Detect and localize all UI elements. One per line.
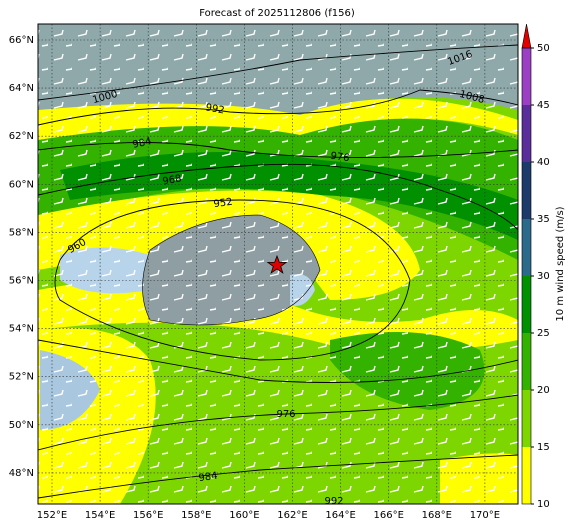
colorbar-label: 10 m wind speed (m/s) xyxy=(555,206,566,321)
colorbar-tick-label: 25 xyxy=(537,328,550,339)
isobar-label: 976 xyxy=(330,151,350,165)
colorbar-segment xyxy=(522,333,531,390)
map-frame xyxy=(37,23,519,505)
lat-label: 62°N xyxy=(9,131,34,142)
colorbar-tick-label: 35 xyxy=(537,214,550,225)
map-title: Forecast of 2025112806 (f156) xyxy=(199,8,355,19)
colorbar-segment xyxy=(522,276,531,333)
lon-label: 154°E xyxy=(85,510,115,521)
colorbar-segment xyxy=(522,105,531,162)
isobar-label: 976 xyxy=(276,409,295,420)
lat-label: 56°N xyxy=(9,276,34,287)
lat-label: 48°N xyxy=(9,468,34,479)
lon-label: 158°E xyxy=(181,510,211,521)
colorbar-extension xyxy=(521,23,532,49)
isobar-label: 984 xyxy=(132,136,153,151)
lat-label: 52°N xyxy=(9,372,34,383)
colorbar-segment xyxy=(522,162,531,219)
lon-label: 166°E xyxy=(373,510,403,521)
lon-label: 156°E xyxy=(133,510,163,521)
lat-label: 66°N xyxy=(9,35,34,46)
colorbar-segment xyxy=(522,219,531,276)
lon-label: 160°E xyxy=(229,510,259,521)
lon-label: 168°E xyxy=(422,510,452,521)
colorbar-segment xyxy=(522,48,531,105)
colorbar-tick-label: 20 xyxy=(537,385,550,396)
lat-label: 64°N xyxy=(9,83,34,94)
colorbar-tick-label: 15 xyxy=(537,442,550,453)
colorbar-tick-label: 10 xyxy=(537,499,550,510)
lat-label: 50°N xyxy=(9,420,34,431)
colorbar-tick-label: 45 xyxy=(537,100,550,111)
lat-label: 60°N xyxy=(9,179,34,190)
lon-label: 170°E xyxy=(470,510,500,521)
colorbar-segment xyxy=(522,447,531,504)
lat-label: 54°N xyxy=(9,324,34,335)
map-area xyxy=(38,24,518,504)
lon-label: 164°E xyxy=(325,510,355,521)
isobar-label: 992 xyxy=(205,102,226,116)
lon-label: 152°E xyxy=(37,510,67,521)
lat-label: 58°N xyxy=(9,227,34,238)
isobar-label: 952 xyxy=(213,197,233,211)
colorbar-segment xyxy=(522,390,531,447)
isobar-label: 984 xyxy=(198,471,218,485)
isobar-label: 992 xyxy=(324,496,343,507)
location-star xyxy=(266,254,288,274)
colorbar-tick-label: 40 xyxy=(537,157,550,168)
isobar-label: 968 xyxy=(162,173,183,187)
lon-label: 162°E xyxy=(277,510,307,521)
colorbar-tick-label: 50 xyxy=(537,43,550,54)
colorbar-tick-label: 30 xyxy=(537,271,550,282)
